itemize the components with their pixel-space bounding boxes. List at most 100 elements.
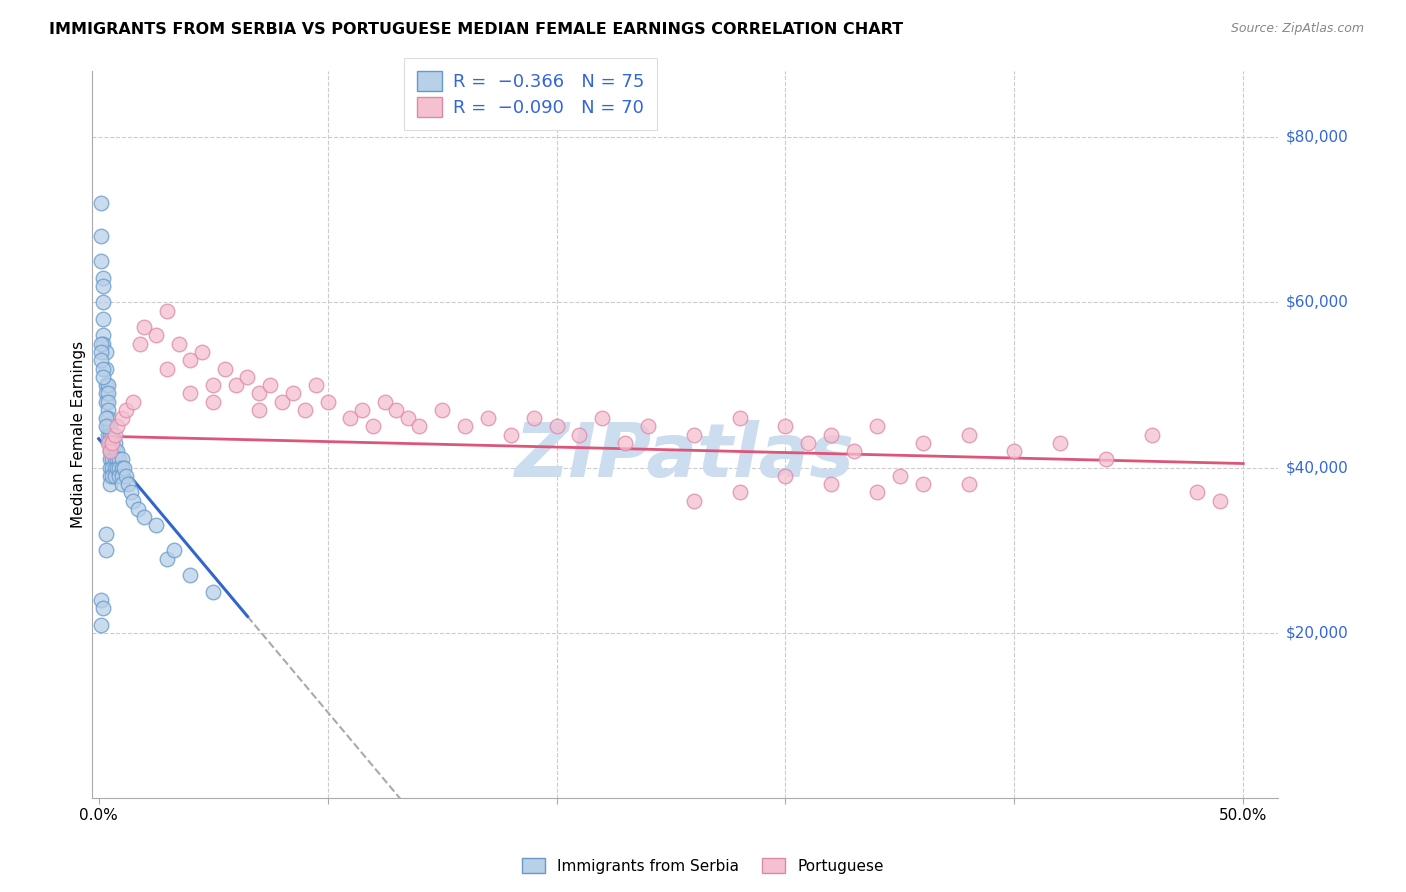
Point bbox=[202, 394, 225, 409]
Point bbox=[122, 493, 145, 508]
Point bbox=[1209, 493, 1232, 508]
Point bbox=[120, 485, 142, 500]
Point bbox=[90, 229, 112, 244]
Point bbox=[94, 419, 117, 434]
Point bbox=[104, 427, 127, 442]
Point bbox=[190, 345, 212, 359]
Point bbox=[134, 510, 156, 524]
Point bbox=[499, 427, 522, 442]
Point bbox=[163, 543, 186, 558]
Point bbox=[110, 469, 132, 483]
Point bbox=[374, 394, 396, 409]
Point bbox=[91, 336, 114, 351]
Point bbox=[98, 436, 121, 450]
Point bbox=[637, 419, 659, 434]
Point bbox=[842, 444, 865, 458]
Point bbox=[350, 402, 373, 417]
Point bbox=[889, 469, 911, 483]
Point bbox=[94, 394, 117, 409]
Point bbox=[820, 427, 842, 442]
Legend: R =  −0.366   N = 75, R =  −0.090   N = 70: R = −0.366 N = 75, R = −0.090 N = 70 bbox=[404, 58, 657, 129]
Point bbox=[728, 485, 751, 500]
Point bbox=[98, 469, 121, 483]
Point bbox=[94, 345, 117, 359]
Point bbox=[179, 568, 201, 582]
Point bbox=[820, 477, 842, 491]
Point bbox=[115, 469, 138, 483]
Point bbox=[179, 386, 201, 401]
Point bbox=[236, 369, 259, 384]
Point bbox=[90, 353, 112, 368]
Point bbox=[101, 460, 124, 475]
Point bbox=[97, 378, 120, 392]
Point bbox=[98, 427, 121, 442]
Point bbox=[94, 378, 117, 392]
Point bbox=[90, 617, 112, 632]
Point bbox=[98, 460, 121, 475]
Text: $20,000: $20,000 bbox=[1286, 625, 1348, 640]
Point bbox=[98, 477, 121, 491]
Point bbox=[614, 436, 637, 450]
Point bbox=[202, 378, 225, 392]
Point bbox=[94, 411, 117, 425]
Point bbox=[91, 361, 114, 376]
Point bbox=[97, 436, 120, 450]
Point bbox=[110, 460, 132, 475]
Text: Source: ZipAtlas.com: Source: ZipAtlas.com bbox=[1230, 22, 1364, 36]
Point bbox=[270, 394, 292, 409]
Point bbox=[97, 394, 120, 409]
Point bbox=[91, 328, 114, 343]
Point bbox=[94, 361, 117, 376]
Point bbox=[127, 502, 149, 516]
Point bbox=[225, 378, 247, 392]
Point bbox=[396, 411, 419, 425]
Point bbox=[156, 551, 179, 566]
Point bbox=[911, 436, 934, 450]
Point bbox=[214, 361, 236, 376]
Point bbox=[101, 436, 124, 450]
Point bbox=[108, 460, 131, 475]
Point bbox=[97, 419, 120, 434]
Point bbox=[1095, 452, 1118, 467]
Point bbox=[546, 419, 568, 434]
Text: ZIPatlas: ZIPatlas bbox=[515, 420, 855, 493]
Point bbox=[179, 353, 201, 368]
Point bbox=[568, 427, 591, 442]
Point bbox=[97, 402, 120, 417]
Point bbox=[339, 411, 361, 425]
Point bbox=[305, 378, 328, 392]
Point bbox=[91, 601, 114, 615]
Point bbox=[363, 419, 385, 434]
Point bbox=[91, 312, 114, 326]
Text: $60,000: $60,000 bbox=[1286, 295, 1348, 310]
Point bbox=[1187, 485, 1209, 500]
Point bbox=[101, 452, 124, 467]
Point bbox=[316, 394, 339, 409]
Point bbox=[108, 452, 131, 467]
Point bbox=[775, 469, 797, 483]
Point bbox=[1049, 436, 1071, 450]
Point bbox=[104, 444, 127, 458]
Text: $80,000: $80,000 bbox=[1286, 129, 1348, 145]
Point bbox=[247, 386, 270, 401]
Point bbox=[104, 436, 127, 450]
Point bbox=[98, 444, 121, 458]
Point bbox=[110, 477, 132, 491]
Point bbox=[98, 444, 121, 458]
Point bbox=[911, 477, 934, 491]
Point bbox=[156, 361, 179, 376]
Point bbox=[105, 460, 128, 475]
Point bbox=[408, 419, 430, 434]
Point bbox=[775, 419, 797, 434]
Point bbox=[1002, 444, 1025, 458]
Point bbox=[797, 436, 820, 450]
Point bbox=[110, 452, 132, 467]
Y-axis label: Median Female Earnings: Median Female Earnings bbox=[72, 341, 86, 528]
Point bbox=[454, 419, 477, 434]
Point bbox=[101, 444, 124, 458]
Point bbox=[101, 427, 124, 442]
Point bbox=[90, 345, 112, 359]
Point bbox=[134, 320, 156, 334]
Point bbox=[94, 526, 117, 541]
Point bbox=[98, 419, 121, 434]
